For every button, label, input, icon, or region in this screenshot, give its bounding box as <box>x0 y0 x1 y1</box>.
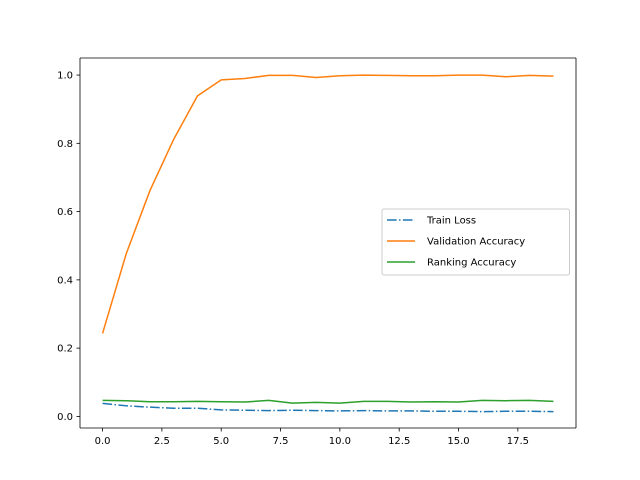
y-tick-label: 0.0 <box>57 412 73 423</box>
x-tick-label: 17.5 <box>507 436 529 447</box>
legend-label-validation-accuracy: Validation Accuracy <box>427 237 525 248</box>
x-tick-label: 15.0 <box>447 436 469 447</box>
y-tick-label: 0.8 <box>57 139 73 150</box>
legend: Train Loss Validation Accuracy Ranking Acc… <box>381 208 570 276</box>
series-line-validation-accuracy <box>101 74 554 334</box>
x-tick-label: 0.0 <box>95 436 111 447</box>
y-axis-ticks: 0.0 0.2 0.4 0.6 0.8 1.0 <box>57 71 80 423</box>
legend-label-train-loss: Train Loss <box>426 216 476 227</box>
x-tick-label: 12.5 <box>388 436 410 447</box>
x-tick-label: 7.5 <box>273 436 289 447</box>
y-tick-label: 0.6 <box>57 207 73 218</box>
series-lines <box>101 74 554 413</box>
legend-box <box>381 208 570 276</box>
x-tick-label: 10.0 <box>329 436 351 447</box>
series-line-train-loss <box>102 402 554 413</box>
y-tick-label: 1.0 <box>57 71 73 82</box>
series-line-ranking-accuracy <box>102 399 554 404</box>
axes <box>79 57 577 429</box>
y-tick-label: 0.4 <box>57 275 73 286</box>
y-tick-label: 0.2 <box>57 344 73 355</box>
x-tick-label: 5.0 <box>213 436 229 447</box>
x-tick-label: 2.5 <box>154 436 170 447</box>
legend-label-ranking-accuracy: Ranking Accuracy <box>427 258 516 269</box>
x-axis-ticks: 0.0 2.5 5.0 7.5 10.0 12.5 15.0 17.5 <box>95 428 529 447</box>
